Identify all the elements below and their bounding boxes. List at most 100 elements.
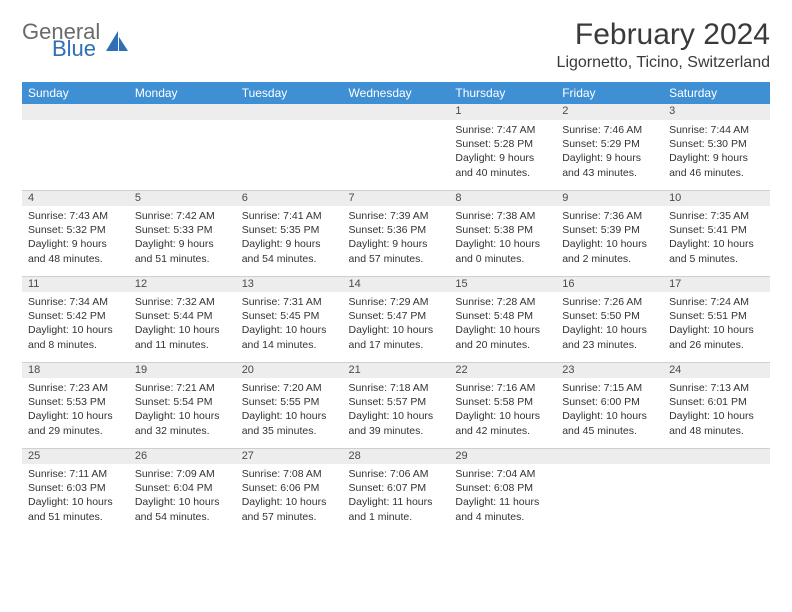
day-cell-body: Sunrise: 7:44 AMSunset: 5:30 PMDaylight:… [663, 120, 770, 186]
day-number-cell: 5 [129, 190, 236, 206]
sunset-text: Sunset: 5:33 PM [135, 223, 230, 237]
day-number: 6 [242, 192, 248, 204]
daylight-text: Daylight: 10 hours and 20 minutes. [455, 323, 550, 351]
daynum-row: 45678910 [22, 190, 770, 206]
day-number: 20 [242, 364, 254, 376]
day-number-cell: 25 [22, 448, 129, 464]
day-number-cell: 22 [449, 362, 556, 378]
sunset-text: Sunset: 5:32 PM [28, 223, 123, 237]
day-cell: Sunrise: 7:34 AMSunset: 5:42 PMDaylight:… [22, 292, 129, 362]
day-cell-body: Sunrise: 7:15 AMSunset: 6:00 PMDaylight:… [556, 378, 663, 444]
daylight-text: Daylight: 10 hours and 29 minutes. [28, 409, 123, 437]
sunset-text: Sunset: 5:55 PM [242, 395, 337, 409]
day-cell: Sunrise: 7:38 AMSunset: 5:38 PMDaylight:… [449, 206, 556, 276]
sunrise-text: Sunrise: 7:26 AM [562, 295, 657, 309]
sunset-text: Sunset: 5:29 PM [562, 137, 657, 151]
day-cell: Sunrise: 7:46 AMSunset: 5:29 PMDaylight:… [556, 120, 663, 190]
sunrise-text: Sunrise: 7:47 AM [455, 123, 550, 137]
sunrise-text: Sunrise: 7:44 AM [669, 123, 764, 137]
day-cell-body: Sunrise: 7:43 AMSunset: 5:32 PMDaylight:… [22, 206, 129, 272]
day-number-cell: 26 [129, 448, 236, 464]
daylight-text: Daylight: 10 hours and 48 minutes. [669, 409, 764, 437]
sunset-text: Sunset: 5:38 PM [455, 223, 550, 237]
day-cell: Sunrise: 7:08 AMSunset: 6:06 PMDaylight:… [236, 464, 343, 534]
day-cell-body [343, 120, 450, 129]
day-cell-body: Sunrise: 7:47 AMSunset: 5:28 PMDaylight:… [449, 120, 556, 186]
sunrise-text: Sunrise: 7:08 AM [242, 467, 337, 481]
day-cell [556, 464, 663, 534]
sunrise-text: Sunrise: 7:39 AM [349, 209, 444, 223]
day-cell: Sunrise: 7:41 AMSunset: 5:35 PMDaylight:… [236, 206, 343, 276]
calendar-table: Sunday Monday Tuesday Wednesday Thursday… [22, 82, 770, 534]
sunset-text: Sunset: 5:36 PM [349, 223, 444, 237]
day-number: 7 [349, 192, 355, 204]
sunset-text: Sunset: 5:57 PM [349, 395, 444, 409]
sunrise-text: Sunrise: 7:46 AM [562, 123, 657, 137]
day-cell-body: Sunrise: 7:23 AMSunset: 5:53 PMDaylight:… [22, 378, 129, 444]
day-cell-body: Sunrise: 7:34 AMSunset: 5:42 PMDaylight:… [22, 292, 129, 358]
sunset-text: Sunset: 6:06 PM [242, 481, 337, 495]
day-cell-body: Sunrise: 7:41 AMSunset: 5:35 PMDaylight:… [236, 206, 343, 272]
day-number: 25 [28, 450, 40, 462]
day-number-cell [236, 104, 343, 120]
day-cell: Sunrise: 7:21 AMSunset: 5:54 PMDaylight:… [129, 378, 236, 448]
day-cell-body: Sunrise: 7:11 AMSunset: 6:03 PMDaylight:… [22, 464, 129, 530]
day-number: 5 [135, 192, 141, 204]
sunset-text: Sunset: 5:54 PM [135, 395, 230, 409]
day-number: 17 [669, 278, 681, 290]
day-cell-body [236, 120, 343, 129]
day-number-cell: 15 [449, 276, 556, 292]
day-number-cell: 11 [22, 276, 129, 292]
sunset-text: Sunset: 5:48 PM [455, 309, 550, 323]
sunset-text: Sunset: 5:35 PM [242, 223, 337, 237]
day-number: 21 [349, 364, 361, 376]
weekday-header: Monday [129, 82, 236, 104]
daylight-text: Daylight: 10 hours and 26 minutes. [669, 323, 764, 351]
sunrise-text: Sunrise: 7:38 AM [455, 209, 550, 223]
day-cell: Sunrise: 7:31 AMSunset: 5:45 PMDaylight:… [236, 292, 343, 362]
day-cell [236, 120, 343, 190]
day-number-cell: 3 [663, 104, 770, 120]
day-number-cell: 29 [449, 448, 556, 464]
day-number-cell [663, 448, 770, 464]
day-cell-body: Sunrise: 7:32 AMSunset: 5:44 PMDaylight:… [129, 292, 236, 358]
day-cell-body: Sunrise: 7:20 AMSunset: 5:55 PMDaylight:… [236, 378, 343, 444]
day-cell-body: Sunrise: 7:28 AMSunset: 5:48 PMDaylight:… [449, 292, 556, 358]
day-cell: Sunrise: 7:26 AMSunset: 5:50 PMDaylight:… [556, 292, 663, 362]
day-cell-body: Sunrise: 7:36 AMSunset: 5:39 PMDaylight:… [556, 206, 663, 272]
sunset-text: Sunset: 6:07 PM [349, 481, 444, 495]
sunset-text: Sunset: 5:45 PM [242, 309, 337, 323]
location-label: Ligornetto, Ticino, Switzerland [557, 54, 770, 72]
sunrise-text: Sunrise: 7:09 AM [135, 467, 230, 481]
day-cell: Sunrise: 7:11 AMSunset: 6:03 PMDaylight:… [22, 464, 129, 534]
daylight-text: Daylight: 10 hours and 11 minutes. [135, 323, 230, 351]
page-title: February 2024 [557, 18, 770, 52]
weekday-header: Wednesday [343, 82, 450, 104]
day-number-cell: 13 [236, 276, 343, 292]
day-number-cell: 20 [236, 362, 343, 378]
day-number-cell: 2 [556, 104, 663, 120]
day-cell-body [129, 120, 236, 129]
day-number-cell: 16 [556, 276, 663, 292]
daylight-text: Daylight: 9 hours and 48 minutes. [28, 237, 123, 265]
day-cell: Sunrise: 7:42 AMSunset: 5:33 PMDaylight:… [129, 206, 236, 276]
day-cell-body: Sunrise: 7:38 AMSunset: 5:38 PMDaylight:… [449, 206, 556, 272]
brand-line2: Blue [52, 39, 100, 60]
sunset-text: Sunset: 5:47 PM [349, 309, 444, 323]
daylight-text: Daylight: 9 hours and 40 minutes. [455, 151, 550, 179]
day-cell: Sunrise: 7:39 AMSunset: 5:36 PMDaylight:… [343, 206, 450, 276]
brand-logo: General Blue [22, 22, 130, 60]
day-number: 24 [669, 364, 681, 376]
day-cell [343, 120, 450, 190]
sunset-text: Sunset: 5:28 PM [455, 137, 550, 151]
weekday-header: Thursday [449, 82, 556, 104]
day-cell: Sunrise: 7:18 AMSunset: 5:57 PMDaylight:… [343, 378, 450, 448]
day-cell: Sunrise: 7:36 AMSunset: 5:39 PMDaylight:… [556, 206, 663, 276]
day-cell-body: Sunrise: 7:26 AMSunset: 5:50 PMDaylight:… [556, 292, 663, 358]
sunrise-text: Sunrise: 7:15 AM [562, 381, 657, 395]
daynum-row: 11121314151617 [22, 276, 770, 292]
sunset-text: Sunset: 6:00 PM [562, 395, 657, 409]
week-row: Sunrise: 7:34 AMSunset: 5:42 PMDaylight:… [22, 292, 770, 362]
sunrise-text: Sunrise: 7:06 AM [349, 467, 444, 481]
day-number-cell: 7 [343, 190, 450, 206]
